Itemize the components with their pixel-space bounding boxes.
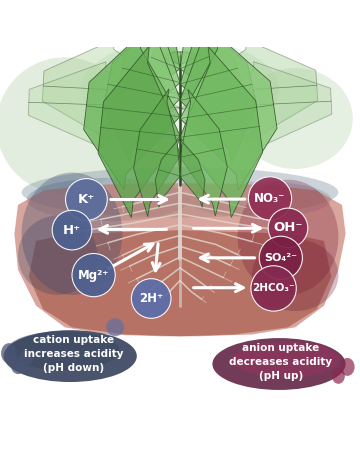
Polygon shape xyxy=(134,89,180,217)
Text: H⁺: H⁺ xyxy=(63,224,81,236)
Polygon shape xyxy=(84,33,180,190)
Ellipse shape xyxy=(22,167,338,217)
Text: OH⁻: OH⁻ xyxy=(273,222,303,235)
Polygon shape xyxy=(180,46,263,217)
Ellipse shape xyxy=(27,178,189,221)
Circle shape xyxy=(52,210,92,250)
Polygon shape xyxy=(179,139,205,207)
Ellipse shape xyxy=(81,39,279,140)
Circle shape xyxy=(251,266,296,311)
Polygon shape xyxy=(180,20,242,131)
Ellipse shape xyxy=(11,356,25,374)
Polygon shape xyxy=(28,62,180,148)
Ellipse shape xyxy=(233,342,339,378)
Polygon shape xyxy=(180,33,277,190)
Polygon shape xyxy=(42,39,180,140)
Circle shape xyxy=(131,279,171,318)
Polygon shape xyxy=(29,230,331,336)
Polygon shape xyxy=(180,33,213,92)
Ellipse shape xyxy=(22,173,122,295)
Text: SO₄²⁻: SO₄²⁻ xyxy=(264,253,297,263)
Polygon shape xyxy=(180,39,318,140)
Ellipse shape xyxy=(4,330,137,382)
Ellipse shape xyxy=(0,57,133,194)
Polygon shape xyxy=(98,46,180,217)
Polygon shape xyxy=(104,21,180,162)
Ellipse shape xyxy=(187,182,331,217)
Polygon shape xyxy=(155,138,180,207)
Text: K⁺: K⁺ xyxy=(78,193,95,206)
Ellipse shape xyxy=(19,350,32,366)
Text: anion uptake
decreases acidity
(pH up): anion uptake decreases acidity (pH up) xyxy=(229,343,332,381)
Ellipse shape xyxy=(18,216,97,295)
Circle shape xyxy=(66,178,107,220)
Ellipse shape xyxy=(6,331,120,370)
Text: cation uptake
increases acidity
(pH down): cation uptake increases acidity (pH down… xyxy=(24,335,123,373)
Ellipse shape xyxy=(238,180,338,295)
Polygon shape xyxy=(14,183,346,336)
Circle shape xyxy=(259,236,302,280)
Ellipse shape xyxy=(238,68,353,169)
Polygon shape xyxy=(180,62,332,148)
Polygon shape xyxy=(158,52,202,64)
Circle shape xyxy=(72,254,115,297)
Ellipse shape xyxy=(252,239,338,311)
Text: 2H⁺: 2H⁺ xyxy=(139,292,163,305)
Text: Mg²⁺: Mg²⁺ xyxy=(78,269,109,282)
Polygon shape xyxy=(148,33,180,93)
Circle shape xyxy=(268,208,308,248)
Text: 2HCO₃⁻: 2HCO₃⁻ xyxy=(252,284,295,294)
Text: NO₃⁻: NO₃⁻ xyxy=(254,192,286,205)
Polygon shape xyxy=(180,89,227,216)
Polygon shape xyxy=(180,22,257,163)
Ellipse shape xyxy=(1,343,17,363)
Circle shape xyxy=(106,318,124,336)
Ellipse shape xyxy=(332,368,345,384)
Ellipse shape xyxy=(212,338,346,390)
Ellipse shape xyxy=(340,358,355,376)
Circle shape xyxy=(248,177,292,220)
Polygon shape xyxy=(118,19,180,131)
